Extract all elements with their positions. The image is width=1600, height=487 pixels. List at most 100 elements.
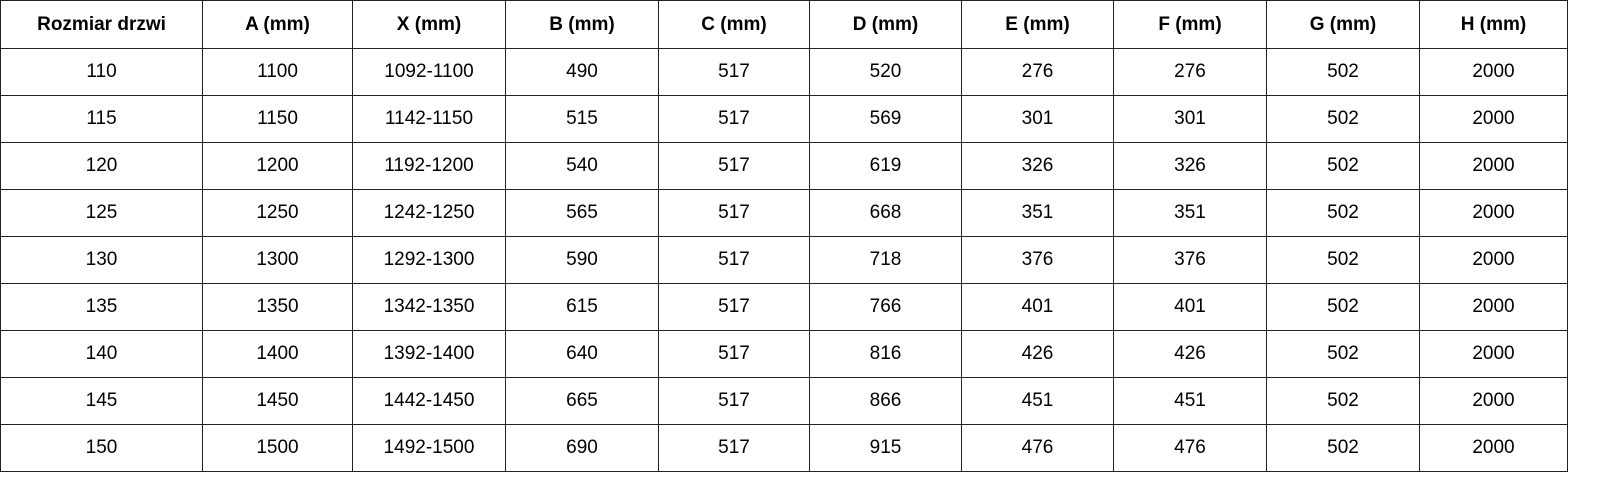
table-cell: 517 (658, 330, 810, 378)
table-cell: 517 (658, 236, 810, 284)
table-cell: 766 (809, 283, 962, 331)
table-cell: 1092-1100 (352, 48, 506, 96)
column-header: A (mm) (202, 0, 353, 49)
table-row: 110 1100 1092-1100 490 517 520 276 276 502 2000 (0, 48, 1568, 96)
column-header: G (mm) (1266, 0, 1420, 49)
table-cell: 1342-1350 (352, 283, 506, 331)
table-cell: 150 (0, 424, 203, 472)
table-row: 145 1450 1442-1450 665 517 866 451 451 502 2000 (0, 377, 1568, 425)
table-cell: 502 (1266, 330, 1420, 378)
table-cell: 376 (1113, 236, 1267, 284)
table-cell: 426 (1113, 330, 1267, 378)
column-header: E (mm) (961, 0, 1114, 49)
table-row: 130 1300 1292-1300 590 517 718 376 376 502 2000 (0, 236, 1568, 284)
table-cell: 2000 (1419, 189, 1568, 237)
table-cell: 517 (658, 377, 810, 425)
column-header: Rozmiar drzwi (0, 0, 203, 49)
table-cell: 1192-1200 (352, 142, 506, 190)
table-cell: 665 (505, 377, 659, 425)
table-cell: 520 (809, 48, 962, 96)
table-cell: 120 (0, 142, 203, 190)
table-cell: 517 (658, 283, 810, 331)
table-cell: 2000 (1419, 377, 1568, 425)
table-cell: 619 (809, 142, 962, 190)
table-cell: 816 (809, 330, 962, 378)
table-cell: 2000 (1419, 283, 1568, 331)
table-cell: 401 (1113, 283, 1267, 331)
table-row: 125 1250 1242-1250 565 517 668 351 351 502 2000 (0, 189, 1568, 237)
table-cell: 569 (809, 95, 962, 143)
table-cell: 1450 (202, 377, 353, 425)
table-cell: 376 (961, 236, 1114, 284)
table-cell: 301 (1113, 95, 1267, 143)
table-cell: 517 (658, 142, 810, 190)
table-cell: 1500 (202, 424, 353, 472)
table-cell: 718 (809, 236, 962, 284)
table-cell: 517 (658, 95, 810, 143)
table-cell: 502 (1266, 95, 1420, 143)
table-cell: 451 (1113, 377, 1267, 425)
door-dimensions-table: Rozmiar drzwi A (mm) X (mm) B (mm) C (mm) D (… (0, 0, 1568, 472)
table-cell: 502 (1266, 142, 1420, 190)
table-cell: 515 (505, 95, 659, 143)
table-cell: 517 (658, 189, 810, 237)
column-header: C (mm) (658, 0, 810, 49)
column-header: H (mm) (1419, 0, 1568, 49)
table-cell: 301 (961, 95, 1114, 143)
table-cell: 115 (0, 95, 203, 143)
table-cell: 130 (0, 236, 203, 284)
table-cell: 1142-1150 (352, 95, 506, 143)
table-cell: 2000 (1419, 236, 1568, 284)
column-header: X (mm) (352, 0, 506, 49)
column-header: F (mm) (1113, 0, 1267, 49)
table-cell: 502 (1266, 424, 1420, 472)
table-cell: 110 (0, 48, 203, 96)
header-row: Rozmiar drzwi A (mm) X (mm) B (mm) C (mm) D (… (0, 0, 1568, 49)
table-cell: 668 (809, 189, 962, 237)
table-cell: 615 (505, 283, 659, 331)
table-cell: 1492-1500 (352, 424, 506, 472)
table-row: 115 1150 1142-1150 515 517 569 301 301 502 2000 (0, 95, 1568, 143)
table-cell: 1300 (202, 236, 353, 284)
column-header: D (mm) (809, 0, 962, 49)
table-cell: 1400 (202, 330, 353, 378)
table-cell: 326 (961, 142, 1114, 190)
table-cell: 2000 (1419, 424, 1568, 472)
table-cell: 351 (961, 189, 1114, 237)
table-cell: 2000 (1419, 142, 1568, 190)
table-cell: 2000 (1419, 48, 1568, 96)
table-row: 120 1200 1192-1200 540 517 619 326 326 502 2000 (0, 142, 1568, 190)
table-cell: 125 (0, 189, 203, 237)
table-cell: 502 (1266, 189, 1420, 237)
table-cell: 1200 (202, 142, 353, 190)
table-cell: 590 (505, 236, 659, 284)
table-cell: 490 (505, 48, 659, 96)
table-cell: 690 (505, 424, 659, 472)
column-header: B (mm) (505, 0, 659, 49)
table-cell: 502 (1266, 377, 1420, 425)
table-row: 140 1400 1392-1400 640 517 816 426 426 502 2000 (0, 330, 1568, 378)
table-cell: 1242-1250 (352, 189, 506, 237)
table-cell: 1442-1450 (352, 377, 506, 425)
table-cell: 1392-1400 (352, 330, 506, 378)
table-cell: 476 (1113, 424, 1267, 472)
table-cell: 401 (961, 283, 1114, 331)
table-cell: 502 (1266, 283, 1420, 331)
table-cell: 1150 (202, 95, 353, 143)
table-cell: 866 (809, 377, 962, 425)
table-cell: 1250 (202, 189, 353, 237)
table-cell: 451 (961, 377, 1114, 425)
table-cell: 145 (0, 377, 203, 425)
table-row: 150 1500 1492-1500 690 517 915 476 476 502 2000 (0, 424, 1568, 472)
table-cell: 540 (505, 142, 659, 190)
table-cell: 426 (961, 330, 1114, 378)
table-row: 135 1350 1342-1350 615 517 766 401 401 502 2000 (0, 283, 1568, 331)
table-cell: 640 (505, 330, 659, 378)
table-cell: 517 (658, 424, 810, 472)
table-cell: 1292-1300 (352, 236, 506, 284)
table-cell: 1350 (202, 283, 353, 331)
table-cell: 140 (0, 330, 203, 378)
table-cell: 135 (0, 283, 203, 331)
table-cell: 915 (809, 424, 962, 472)
table-cell: 517 (658, 48, 810, 96)
